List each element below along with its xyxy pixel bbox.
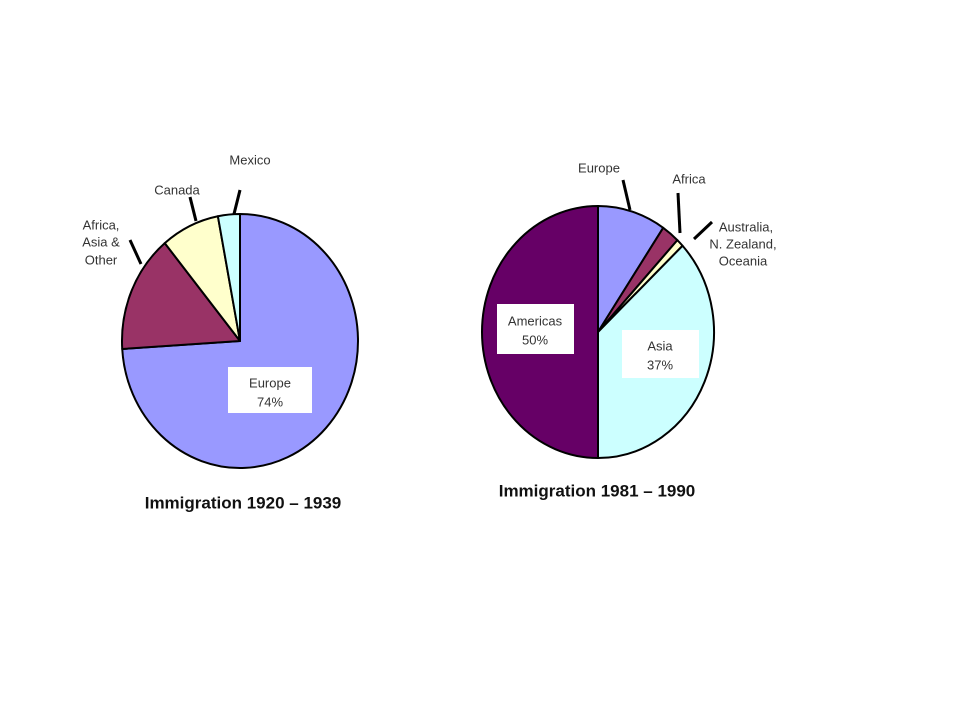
leader-line	[232, 189, 242, 215]
leader-line	[692, 220, 714, 241]
pie-chart-1: Europe 74% Africa, Asia & Other Canada Mexico I…	[82, 152, 359, 512]
leader-line	[128, 239, 143, 265]
slice-label-europe: Europe	[578, 160, 632, 211]
slice-name: Asia	[647, 338, 673, 353]
slice-label-canada: Canada	[154, 182, 201, 222]
chart-title: Immigration 1920 – 1939	[145, 493, 342, 512]
slice-label-europe: Europe 74%	[228, 367, 312, 413]
slice-name: Asia &	[82, 234, 120, 249]
slice-name: Africa	[672, 171, 706, 186]
chart-title: Immigration 1981 – 1990	[499, 481, 696, 500]
leader-line	[676, 192, 682, 234]
slice-name: Europe	[578, 160, 620, 175]
slice-value: 37%	[647, 357, 673, 372]
slice-name: Oceania	[719, 253, 768, 268]
slice-name: Africa,	[83, 217, 120, 232]
slice-name: Americas	[508, 313, 563, 328]
leader-line	[188, 196, 198, 222]
slice-name: Canada	[154, 182, 200, 197]
slice-label-americas: Americas 50%	[497, 304, 574, 354]
slice-label-africa: Africa	[672, 171, 706, 234]
pie-chart-2: Europe Africa Australia, N. Zealand, Oceania…	[481, 160, 777, 500]
slice-name: N. Zealand,	[709, 236, 776, 251]
slice-value: 74%	[257, 394, 283, 409]
slice-mexico	[216, 213, 241, 342]
slice-label-australia-n-zealand-oceania: Australia, N. Zealand, Oceania	[692, 219, 777, 268]
slice-name: Europe	[249, 375, 291, 390]
slice-label-africa-asia-other: Africa, Asia & Other	[82, 217, 143, 267]
slice-name: Other	[85, 252, 118, 267]
slice-value: 50%	[522, 332, 548, 347]
leader-line	[621, 179, 632, 211]
slice-europe	[597, 205, 665, 333]
slice-name: Mexico	[229, 152, 270, 167]
slice-label-asia: Asia 37%	[622, 330, 699, 378]
slice-label-mexico: Mexico	[229, 152, 271, 215]
slice-africa-asia-other	[121, 242, 241, 350]
label-box	[228, 367, 312, 413]
slice-name: Australia,	[719, 219, 773, 234]
label-box	[622, 330, 699, 378]
label-box	[497, 304, 574, 354]
